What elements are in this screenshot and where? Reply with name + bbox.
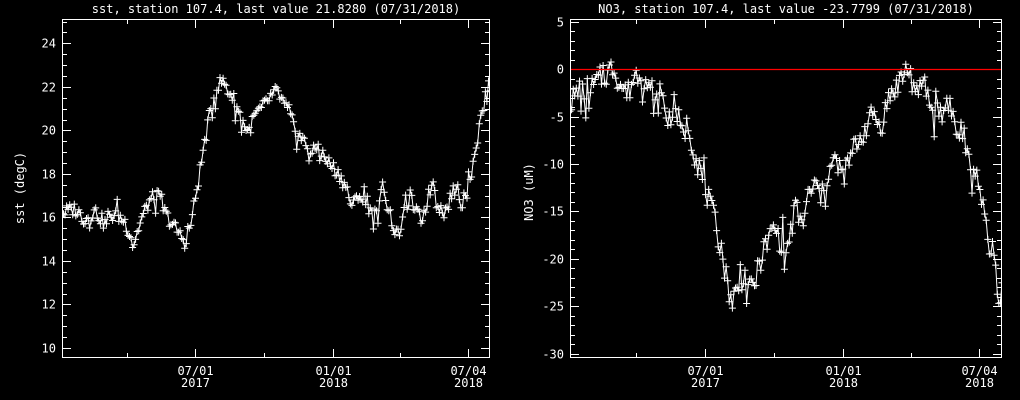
no3-data-series	[571, 58, 1001, 312]
x-tick-label-date: 07/04	[961, 364, 997, 378]
no3-plot: -30-25-20-15-10-50507/01201701/01201807/…	[542, 16, 1002, 390]
y-tick-label: -25	[542, 300, 564, 314]
x-tick-label-year: 2018	[319, 376, 348, 390]
sst-data-series	[63, 74, 489, 252]
y-tick-label: -20	[542, 253, 564, 267]
y-tick-label: -30	[542, 348, 564, 362]
x-tick-label-year: 2018	[965, 376, 994, 390]
y-tick-label: -10	[542, 158, 564, 172]
sst-data-line	[63, 76, 489, 251]
no3-data-markers	[571, 58, 1001, 312]
sst-chart-title: sst, station 107.4, last value 21.8280 (…	[91, 2, 461, 16]
y-tick-label: 5	[557, 16, 564, 30]
x-tick-label-year: 2017	[181, 376, 210, 390]
x-tick-label-date: 01/01	[315, 364, 351, 378]
x-tick-label-date: 07/01	[177, 364, 213, 378]
y-tick-label: 12	[42, 298, 56, 312]
y-tick-label: 20	[42, 124, 56, 138]
x-tick-label-year: 2018	[829, 376, 858, 390]
x-tick-label-date: 07/04	[450, 364, 486, 378]
no3-axis-frame	[570, 19, 1002, 358]
y-tick-label: 18	[42, 168, 56, 182]
x-tick-label-year: 2017	[691, 376, 720, 390]
y-tick-label: 22	[42, 81, 56, 95]
y-tick-label: 24	[42, 37, 56, 51]
no3-data-line	[571, 60, 1001, 309]
sst-axis-frame	[62, 19, 490, 358]
x-tick-label-year: 2018	[454, 376, 483, 390]
y-tick-label: 10	[42, 342, 56, 356]
y-tick-label: -15	[542, 205, 564, 219]
sst-plot: 101214161820222407/01201701/01201807/042…	[42, 19, 490, 390]
y-tick-label: -5	[550, 111, 564, 125]
no3-chart-title: NO3, station 107.4, last value -23.7799 …	[598, 2, 974, 16]
sst-data-markers	[63, 74, 489, 252]
y-tick-label: 16	[42, 211, 56, 225]
x-tick-label-date: 01/01	[825, 364, 861, 378]
y-tick-label: 0	[557, 63, 564, 77]
y-tick-label: 14	[42, 255, 56, 269]
x-tick-label-date: 07/01	[687, 364, 723, 378]
